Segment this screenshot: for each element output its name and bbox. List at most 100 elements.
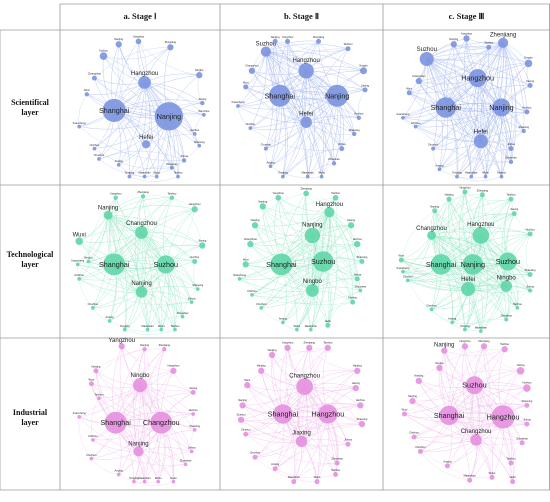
city-node: [324, 344, 331, 351]
city-label: Shanghai: [431, 103, 462, 112]
city-node: [88, 381, 94, 387]
edge: [254, 211, 330, 227]
city-node: [116, 472, 121, 477]
edge: [431, 235, 531, 275]
city-node: [441, 347, 448, 354]
edge: [107, 214, 192, 303]
edge: [77, 232, 142, 265]
city-label: Jiaxing: [189, 386, 198, 390]
city-label: Taizhou: [94, 392, 103, 396]
city-label: Suzhou: [496, 257, 520, 266]
city-label: Zhenjiang: [304, 341, 316, 345]
edge: [452, 307, 518, 324]
edge: [194, 114, 204, 134]
city-node: [75, 262, 80, 267]
city-label: Nanjing: [434, 342, 454, 348]
city-label: Anqing: [115, 469, 124, 473]
city-label: Zhenjiang: [313, 35, 325, 39]
edge: [293, 462, 338, 482]
city-label: Jiaxing: [292, 431, 311, 437]
edge: [458, 191, 469, 290]
city-label: Xuancheng: [73, 121, 87, 125]
network-panel: NanjingShanghaiHangzhouSuzhouYangzhouNan…: [231, 35, 370, 179]
edge: [88, 197, 116, 262]
city-label: Taizhou: [344, 42, 353, 46]
row-label-industrial: Industrial layer: [0, 408, 60, 428]
city-node: [417, 448, 423, 454]
city-node: [435, 97, 457, 118]
edge: [261, 307, 283, 323]
city-node: [192, 132, 197, 136]
city-label: Nanjing: [128, 441, 148, 447]
city-label: Chuzhou: [88, 302, 99, 306]
edge: [121, 346, 174, 371]
edge: [480, 63, 529, 142]
city-label: Wuhu: [293, 324, 300, 328]
city-node: [103, 253, 126, 276]
city-label: Wuhu: [155, 476, 162, 480]
city-node: [483, 174, 488, 179]
city-node: [499, 174, 504, 179]
edge: [501, 42, 513, 177]
edge: [129, 166, 172, 177]
edge: [350, 225, 363, 262]
edge: [107, 214, 162, 330]
city-label: Jiaxing: [526, 79, 535, 83]
city-node: [268, 164, 273, 169]
city-node: [156, 255, 175, 274]
edge: [94, 148, 172, 170]
city-label: Ningbo: [497, 275, 517, 281]
edge: [108, 214, 203, 246]
edge: [92, 232, 142, 309]
city-node: [312, 251, 334, 272]
edge: [77, 264, 142, 293]
edge: [141, 291, 192, 303]
edge: [242, 405, 302, 442]
network-panel: Suzhou Shanghai Hangzhou Changzhou Nanjing Ya…: [402, 339, 533, 485]
city-node: [242, 261, 249, 268]
edge: [469, 385, 482, 481]
city-label: Maanshan: [464, 474, 477, 478]
city-label: Zhenjiang: [300, 187, 312, 191]
city-label: Anqing: [435, 163, 444, 167]
city-label: Yangzhou: [282, 341, 294, 345]
city-node: [103, 210, 113, 220]
city-label: Huzhou: [526, 227, 535, 231]
edge: [98, 158, 157, 178]
city-node: [489, 474, 495, 480]
edge: [109, 320, 162, 332]
edge: [144, 82, 160, 177]
edge: [141, 232, 153, 330]
city-label: Anqing: [443, 459, 452, 463]
city-label: Hefei: [139, 135, 153, 141]
edge: [94, 47, 171, 79]
city-node: [181, 158, 187, 163]
edge: [483, 346, 521, 371]
city-node: [463, 327, 467, 332]
city-label: Zhoushan: [166, 162, 178, 166]
city-label: Tongling: [120, 324, 130, 328]
city-node: [305, 174, 310, 179]
edge: [310, 212, 332, 330]
edge: [441, 350, 450, 416]
city-node: [180, 314, 185, 319]
city-label: Changzhou: [412, 74, 426, 78]
edge: [98, 82, 145, 160]
edge: [448, 199, 507, 287]
city-label: Jinhua: [523, 418, 531, 422]
city-label: Chuzhou: [256, 302, 267, 306]
city-node: [508, 159, 514, 165]
city-label: Jiaxing: [361, 83, 370, 87]
city-label: Chizhou: [403, 275, 413, 279]
city-node: [411, 434, 417, 440]
city-node: [91, 306, 95, 310]
city-label: Hefei: [510, 475, 516, 479]
edge: [265, 51, 308, 177]
city-node: [352, 131, 357, 137]
row-label-scientifical: Scientifical layer: [0, 98, 60, 118]
city-label: Wuhu: [158, 324, 165, 328]
edge: [261, 212, 330, 309]
city-label: Huzhou: [522, 380, 531, 384]
city-node: [284, 344, 291, 351]
edge: [296, 212, 330, 330]
